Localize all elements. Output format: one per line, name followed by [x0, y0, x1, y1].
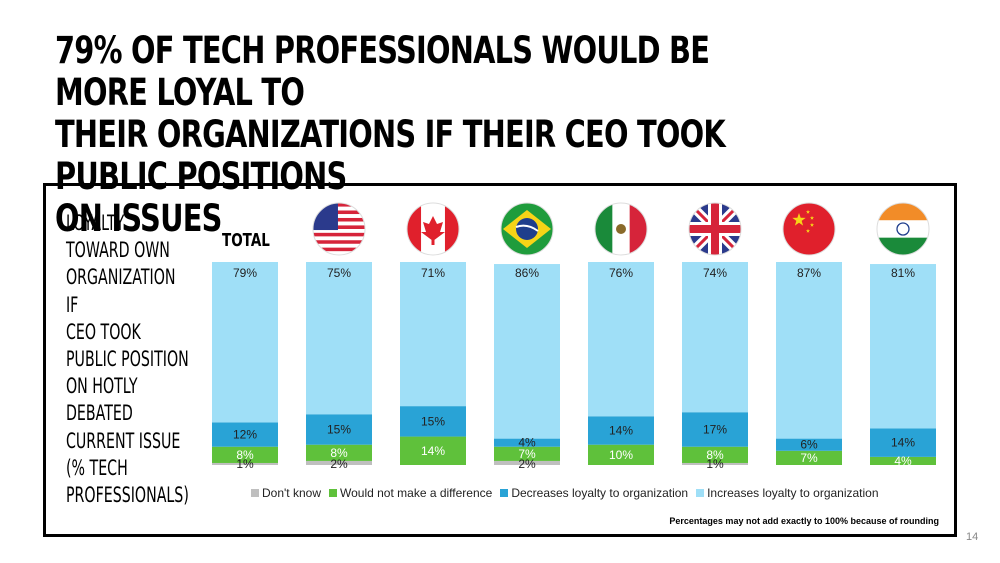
data-label: 10%: [609, 448, 633, 462]
bar-stacks: [212, 262, 936, 465]
data-label: 1%: [706, 457, 724, 471]
flag-mexico-icon: [594, 202, 648, 256]
legend-swatch: [696, 489, 705, 497]
legend-label: Would not make a difference: [340, 486, 493, 500]
bar-segment: [682, 462, 748, 465]
data-label: 15%: [327, 422, 351, 436]
category-label-total: TOTAL: [222, 230, 270, 251]
bar-segment: [682, 412, 748, 447]
bar-segment: [400, 406, 466, 437]
data-label: 12%: [233, 428, 257, 442]
data-label: 7%: [800, 451, 818, 465]
bar-segment: [776, 450, 842, 465]
data-label: 1%: [236, 457, 254, 471]
bar-segment: [400, 262, 466, 407]
flag-brazil-icon: [500, 202, 554, 256]
bar-segment: [588, 416, 654, 445]
legend-item-increases: Increases loyalty to organization: [696, 486, 879, 500]
data-label: 71%: [421, 266, 445, 280]
flag-canada-icon: [406, 202, 460, 256]
legend-swatch: [500, 489, 509, 497]
legend-swatch: [251, 489, 259, 497]
chart-frame: LOYALTY TOWARD OWN ORGANIZATION IF CEO T…: [43, 183, 957, 537]
bar-segment: [588, 444, 654, 465]
legend-item-dont-know: Don't know: [251, 486, 321, 500]
data-label: 81%: [891, 266, 915, 280]
bar-segment: [870, 264, 936, 429]
data-label: 17%: [703, 422, 727, 436]
data-labels: 1%8%12%79%2%8%15%75%14%15%71%2%7%4%86%10…: [233, 266, 915, 471]
page-number: 14: [966, 531, 979, 543]
chart-legend: Don't know Would not make a difference D…: [251, 486, 879, 500]
flag-india-icon: [876, 202, 930, 256]
legend-swatch: [329, 489, 337, 497]
bar-segment: [682, 446, 748, 463]
country-flags: [312, 202, 930, 256]
data-label: 76%: [609, 266, 633, 280]
bar-segment: [212, 446, 278, 463]
data-label: 87%: [797, 266, 821, 280]
legend-label: Don't know: [262, 486, 321, 500]
data-label: 8%: [330, 446, 348, 460]
data-label: 14%: [421, 444, 445, 458]
bar-segment: [776, 262, 842, 439]
data-label: 14%: [609, 423, 633, 437]
bar-segment: [306, 262, 372, 415]
bar-segment: [682, 262, 748, 413]
bar-segment: [212, 462, 278, 465]
stacked-bar-chart: 1%8%12%79%2%8%15%75%14%15%71%2%7%4%86%10…: [212, 202, 936, 471]
bar-segment: [494, 438, 560, 447]
bar-segment: [494, 446, 560, 461]
flag-us-icon: [312, 202, 366, 256]
legend-item-no-difference: Would not make a difference: [329, 486, 492, 500]
data-label: 2%: [330, 457, 348, 471]
data-label: 8%: [706, 448, 724, 462]
bar-segment: [306, 460, 372, 465]
bar-segment: [306, 444, 372, 461]
data-label: 86%: [515, 266, 539, 280]
data-label: 15%: [421, 414, 445, 428]
footnote: Percentages may not add exactly to 100% …: [669, 516, 939, 526]
data-label: 8%: [236, 448, 254, 462]
flag-china-icon: [782, 202, 836, 256]
data-label: 2%: [518, 457, 536, 471]
bar-segment: [494, 264, 560, 439]
bar-segment: [400, 436, 466, 465]
bar-segment: [870, 428, 936, 457]
bar-segment: [870, 456, 936, 465]
bar-segment: [212, 422, 278, 447]
bar-segment: [588, 262, 654, 417]
bar-segment: [494, 460, 560, 465]
legend-item-decreases: Decreases loyalty to organization: [500, 486, 688, 500]
data-label: 6%: [800, 438, 818, 452]
chart-title: LOYALTY TOWARD OWN ORGANIZATION IF CEO T…: [66, 211, 189, 509]
data-label: 4%: [518, 436, 536, 450]
data-label: 74%: [703, 266, 727, 280]
bar-segment: [306, 414, 372, 445]
flag-uk-icon: [688, 202, 742, 256]
data-label: 4%: [894, 454, 912, 468]
data-label: 14%: [891, 436, 915, 450]
legend-label: Decreases loyalty to organization: [511, 486, 689, 500]
data-label: 7%: [518, 447, 536, 461]
bar-segment: [212, 262, 278, 423]
bar-segment: [776, 438, 842, 451]
slide-headline: 79% OF TECH PROFESSIONALS WOULD BE MORE …: [55, 29, 726, 240]
legend-label: Increases loyalty to organization: [707, 486, 879, 500]
data-label: 79%: [233, 266, 257, 280]
data-label: 75%: [327, 266, 351, 280]
